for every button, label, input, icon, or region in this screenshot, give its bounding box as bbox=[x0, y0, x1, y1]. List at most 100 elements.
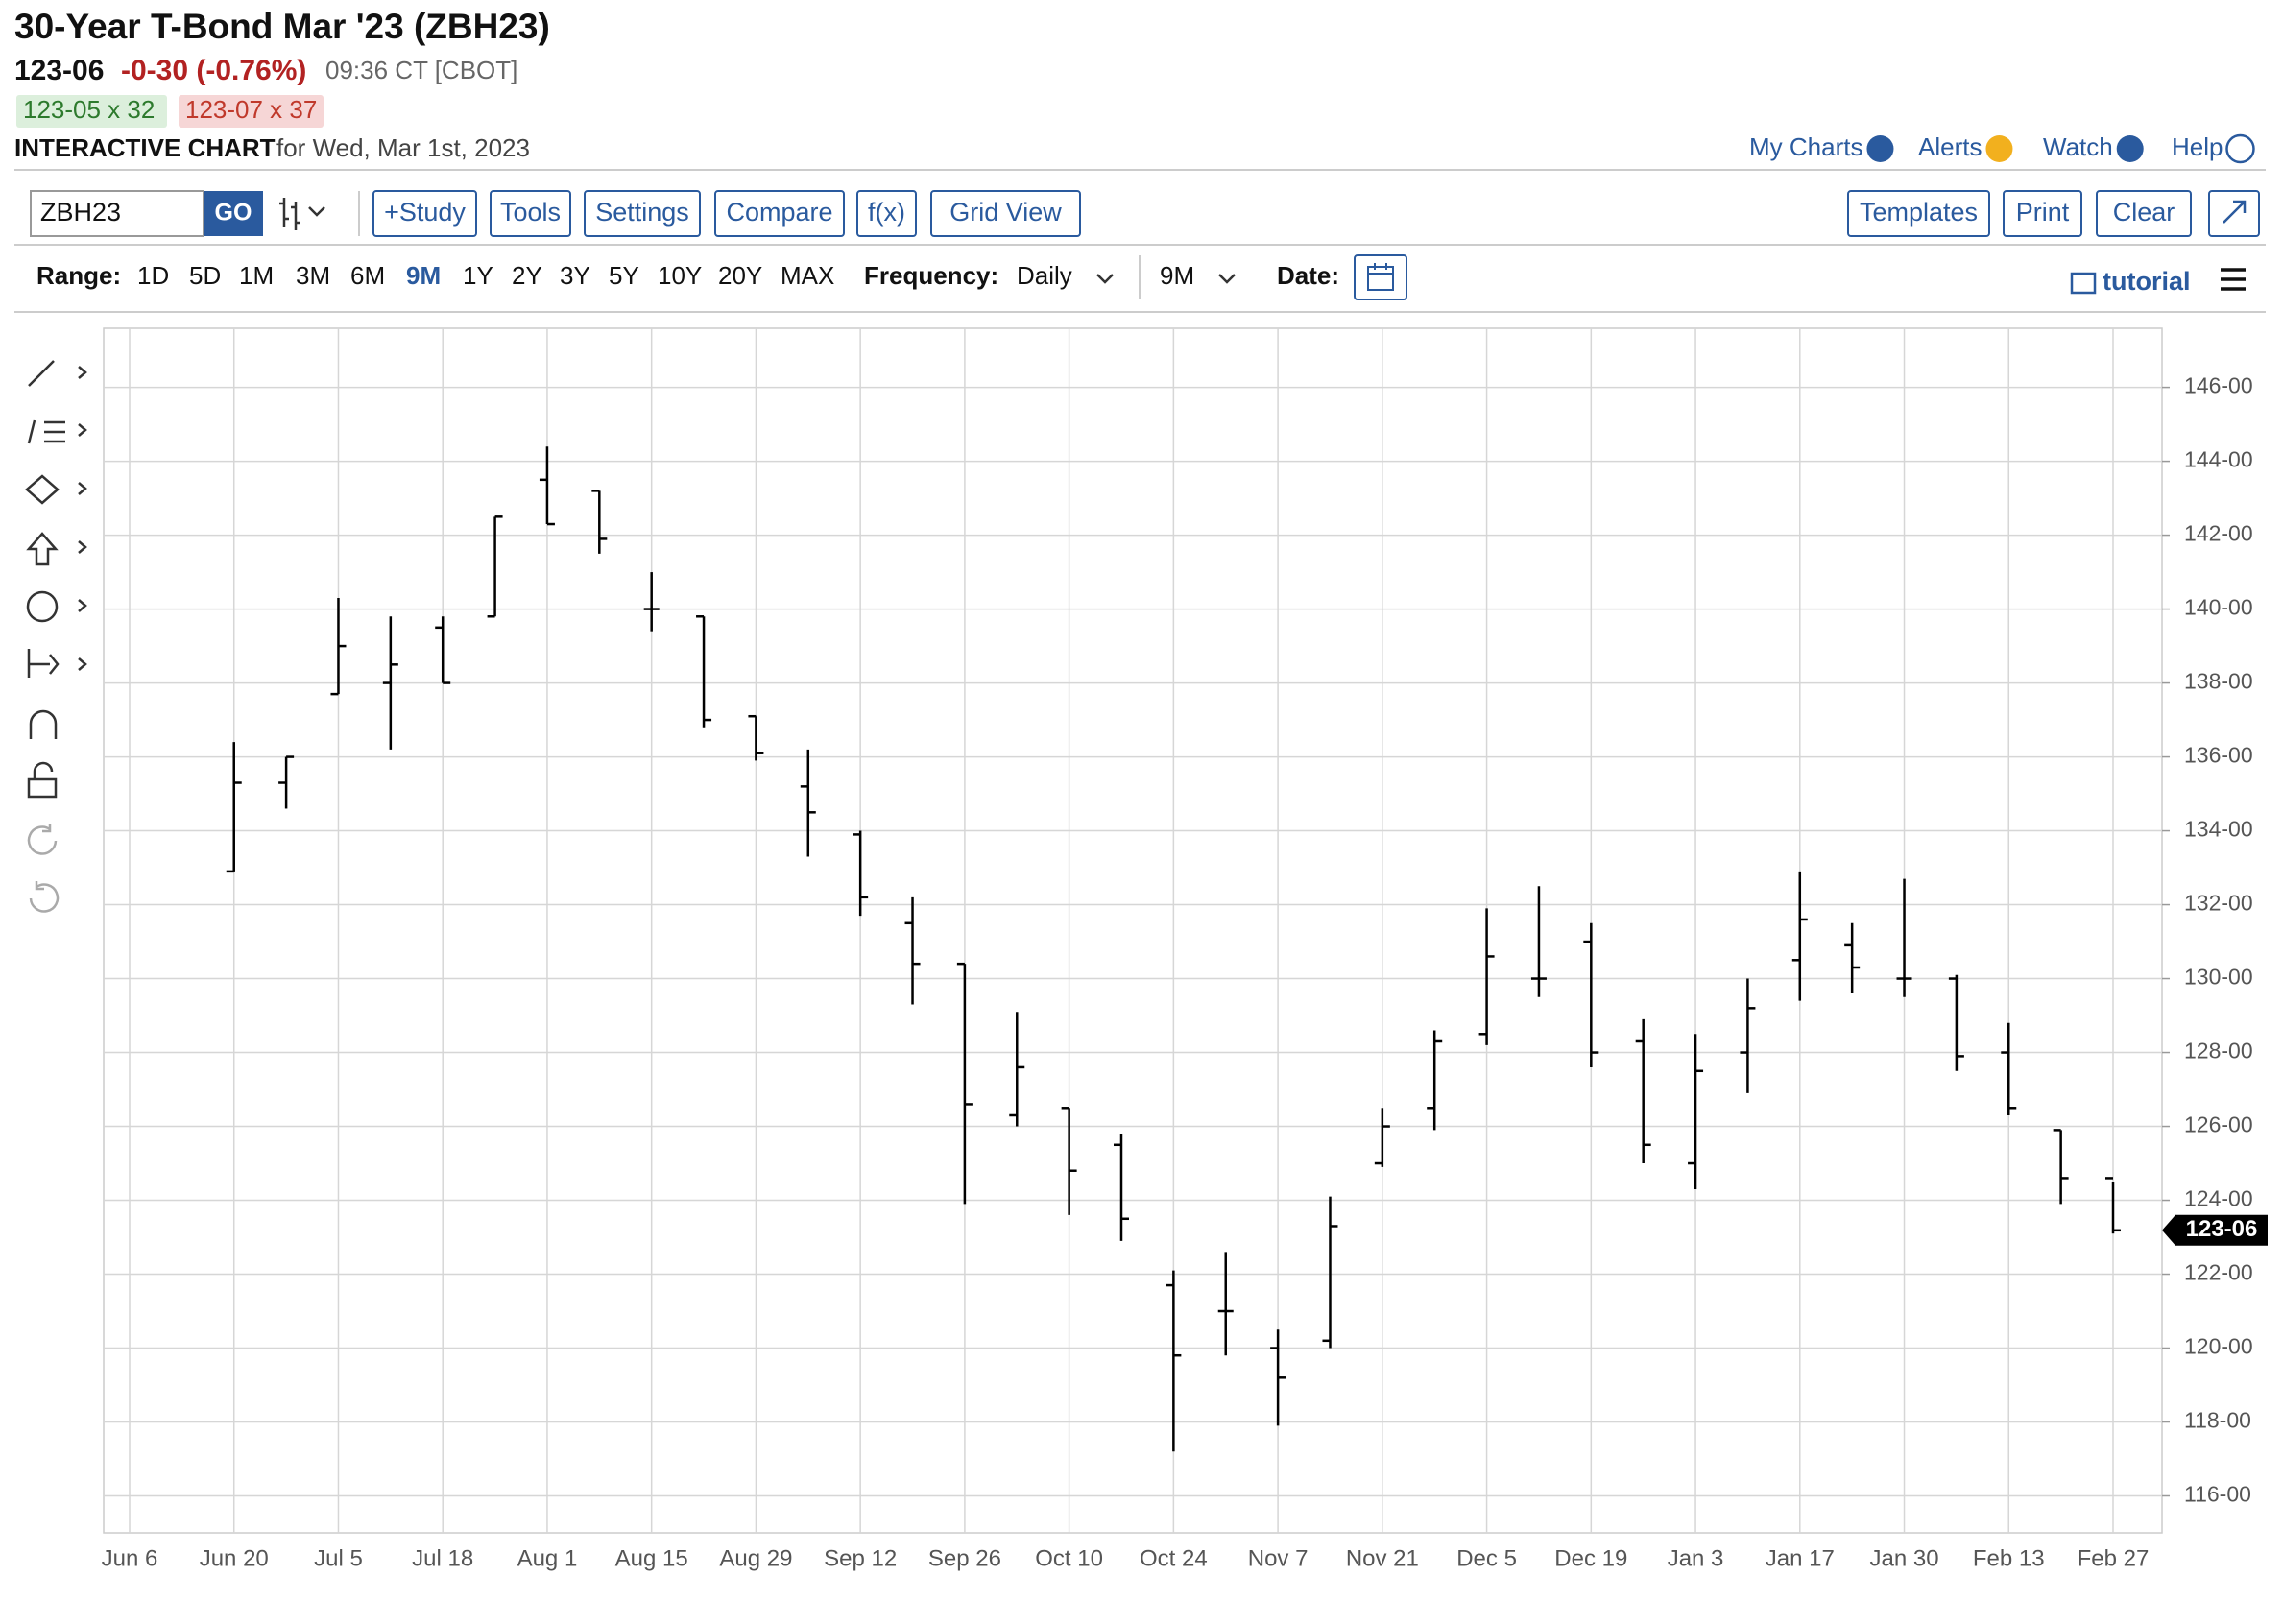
drawing-tools bbox=[25, 360, 87, 913]
tool-lock[interactable] bbox=[27, 761, 58, 799]
tool-redo[interactable] bbox=[29, 881, 60, 913]
y-tick-label: 118-00 bbox=[2184, 1408, 2251, 1433]
chart-type-icon[interactable] bbox=[279, 198, 325, 230]
range-option[interactable]: 9M bbox=[406, 261, 441, 290]
y-tick-label: 126-00 bbox=[2184, 1112, 2253, 1137]
x-tick-label: Sep 26 bbox=[928, 1545, 1001, 1571]
price-tag-label: 123-06 bbox=[2186, 1216, 2258, 1242]
date-label: Date: bbox=[1277, 261, 1339, 290]
price-tag bbox=[2162, 1214, 2268, 1246]
range-option[interactable]: 3Y bbox=[560, 261, 590, 290]
chart-date: for Wed, Mar 1st, 2023 bbox=[276, 133, 530, 162]
toolbar-button-label: Tools bbox=[500, 198, 561, 227]
x-tick-label: Oct 24 bbox=[1140, 1545, 1208, 1571]
toolbar-button[interactable] bbox=[372, 190, 477, 237]
x-tick-label: Dec 19 bbox=[1554, 1545, 1627, 1571]
ask-box bbox=[179, 95, 324, 128]
y-tick-label: 142-00 bbox=[2184, 521, 2253, 546]
x-tick-label: Feb 13 bbox=[1973, 1545, 2045, 1571]
nav-link[interactable]: Watch bbox=[2043, 132, 2113, 161]
x-tick-label: Jun 6 bbox=[102, 1545, 158, 1571]
nav-link[interactable]: My Charts bbox=[1749, 132, 1862, 161]
y-tick-label: 120-00 bbox=[2184, 1334, 2253, 1359]
range-option[interactable]: 1M bbox=[239, 261, 274, 290]
toolbar-button-label: Clear bbox=[2113, 198, 2175, 227]
tutorial-icon bbox=[2070, 272, 2097, 295]
x-tick-label: Jan 17 bbox=[1766, 1545, 1835, 1571]
y-tick-label: 124-00 bbox=[2184, 1186, 2253, 1211]
toolbar-button[interactable] bbox=[856, 190, 917, 237]
tool-shape[interactable] bbox=[25, 474, 87, 505]
tool-undo[interactable] bbox=[27, 824, 58, 855]
calendar-button[interactable] bbox=[1354, 254, 1407, 300]
x-tick-label: Jan 3 bbox=[1668, 1545, 1724, 1571]
x-tick-label: Feb 27 bbox=[2078, 1545, 2150, 1571]
tool-arrow[interactable] bbox=[26, 532, 87, 566]
y-tick-label: 132-00 bbox=[2184, 891, 2253, 916]
expand-icon bbox=[2223, 200, 2247, 224]
range-option[interactable]: 3M bbox=[296, 261, 330, 290]
tool-fib[interactable] bbox=[27, 419, 87, 444]
x-tick-label: Jul 18 bbox=[412, 1545, 473, 1571]
chevron bbox=[78, 599, 87, 612]
menu-icon[interactable] bbox=[2221, 268, 2246, 291]
range-option[interactable]: 5D bbox=[189, 261, 221, 290]
x-tick-label: Sep 12 bbox=[824, 1545, 897, 1571]
period[interactable]: 9M bbox=[1160, 261, 1194, 290]
x-tick-label: Nov 7 bbox=[1248, 1545, 1309, 1571]
toolbar-button[interactable] bbox=[714, 190, 845, 237]
toolbar-button[interactable] bbox=[930, 190, 1081, 237]
range-option[interactable]: 5Y bbox=[609, 261, 639, 290]
toolbar-button[interactable] bbox=[584, 190, 701, 237]
range-option[interactable]: 6M bbox=[350, 261, 385, 290]
toolbar-button[interactable] bbox=[490, 190, 571, 237]
y-tick-label: 122-00 bbox=[2184, 1260, 2253, 1285]
toolbar-button-label: Compare bbox=[726, 198, 832, 227]
toolbar-button-label: Print bbox=[2016, 198, 2070, 227]
toolbar-button[interactable] bbox=[1847, 190, 1990, 237]
x-tick-label: Jun 20 bbox=[200, 1545, 269, 1571]
toolbar-button[interactable] bbox=[2096, 190, 2192, 237]
link-icon bbox=[2225, 133, 2255, 164]
title: 30-Year T-Bond Mar '23 (ZBH23) bbox=[14, 7, 550, 46]
calendar-icon bbox=[1367, 263, 1394, 291]
x-tick-label: Aug 29 bbox=[719, 1545, 792, 1571]
range-option[interactable]: 2Y bbox=[512, 261, 542, 290]
y-tick-label: 116-00 bbox=[2184, 1482, 2251, 1507]
go-button[interactable] bbox=[204, 191, 263, 236]
tutorial[interactable]: tutorial bbox=[2103, 267, 2191, 296]
symbol: ZBH23 bbox=[40, 198, 121, 227]
price-change: -0-30 (-0.76%) bbox=[121, 55, 306, 86]
toolbar-button[interactable] bbox=[2003, 190, 2082, 237]
range-option[interactable]: 1Y bbox=[463, 261, 493, 290]
tool-measure[interactable] bbox=[27, 649, 87, 678]
y-tick-label: 128-00 bbox=[2184, 1039, 2253, 1063]
quote-time: 09:36 CT [CBOT] bbox=[325, 56, 517, 84]
ask: 123-07 x 37 bbox=[185, 95, 317, 124]
x-tick-label: Nov 21 bbox=[1346, 1545, 1419, 1571]
range-option[interactable]: 20Y bbox=[718, 261, 762, 290]
x-tick-label: Aug 15 bbox=[615, 1545, 688, 1571]
y-tick-label: 130-00 bbox=[2184, 965, 2253, 990]
range-option[interactable]: 1D bbox=[137, 261, 169, 290]
frequency[interactable]: Daily bbox=[1017, 261, 1072, 290]
nav-link[interactable]: Help bbox=[2172, 132, 2223, 161]
x-tick-label: Jan 30 bbox=[1869, 1545, 1938, 1571]
y-tick-label: 138-00 bbox=[2184, 669, 2253, 694]
go-label: GO bbox=[215, 200, 252, 227]
link-icon bbox=[2116, 135, 2144, 162]
plot-frame bbox=[103, 327, 2163, 1534]
range-option[interactable]: MAX bbox=[781, 261, 834, 290]
y-tick-label: 136-00 bbox=[2184, 743, 2253, 768]
frequency-label: Frequency: bbox=[864, 261, 998, 290]
toolbar-button-label: f(x) bbox=[868, 198, 905, 227]
symbol-input[interactable] bbox=[30, 190, 204, 237]
tool-magnet[interactable] bbox=[29, 709, 58, 739]
nav-link[interactable]: Alerts bbox=[1918, 132, 1982, 161]
x-tick-label: Aug 1 bbox=[517, 1545, 578, 1571]
bid-box bbox=[16, 95, 167, 128]
range-option[interactable]: 10Y bbox=[658, 261, 702, 290]
tool-text[interactable] bbox=[26, 590, 59, 623]
tool-line[interactable] bbox=[28, 360, 87, 387]
